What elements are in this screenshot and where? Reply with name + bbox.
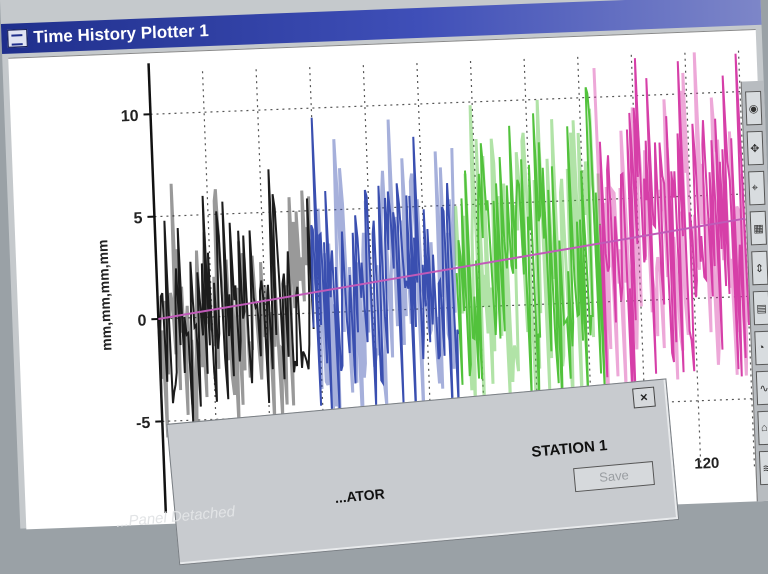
gauge-icon: ◔ xyxy=(758,342,765,354)
hat-icon: ⌂ xyxy=(761,422,768,434)
window-menu-icon[interactable] xyxy=(7,29,28,48)
grid-line-horizontal xyxy=(150,92,740,115)
toolbar-button[interactable]: ◔ xyxy=(754,331,768,366)
toolbar-button[interactable]: ✥ xyxy=(747,131,764,166)
y-tick-label: 5 xyxy=(133,210,143,227)
station-label: STATION 1 xyxy=(531,437,608,461)
scale-icon: ⇕ xyxy=(755,262,765,275)
y-axis-label: mm,mm,mm,mm xyxy=(94,239,114,351)
x-tick-label: 120 xyxy=(694,455,720,473)
toolbar-button[interactable]: ∿ xyxy=(756,371,768,406)
toolbar-button[interactable]: ⌂ xyxy=(757,411,768,446)
print-icon: ▤ xyxy=(756,302,767,315)
toolbar-button[interactable]: ▦ xyxy=(750,211,767,246)
save-button[interactable]: Save xyxy=(573,461,655,492)
y-axis xyxy=(149,63,166,513)
y-tick-label: -5 xyxy=(136,415,151,433)
y-tick-label: 10 xyxy=(120,108,139,126)
toolbar-button[interactable]: ≋ xyxy=(759,451,768,486)
pan-icon: ✥ xyxy=(750,142,760,155)
close-icon[interactable]: × xyxy=(632,387,656,409)
window-title: Time History Plotter 1 xyxy=(33,21,209,48)
plotter-window: Time History Plotter 1 10 5 0 -5 mm,mm,mm,mm… xyxy=(0,0,768,529)
cursor-icon: ⌖ xyxy=(752,182,759,195)
toolbar-button[interactable]: ⌖ xyxy=(748,171,765,206)
y-tick-label: 0 xyxy=(137,312,147,329)
toolbar-button[interactable]: ⇕ xyxy=(751,251,768,286)
toolbar-button[interactable]: ◉ xyxy=(745,91,762,126)
grid-icon: ▦ xyxy=(753,222,764,235)
signal-icon: ∿ xyxy=(759,382,768,395)
toolbar-button[interactable]: ▤ xyxy=(753,291,768,326)
operator-label: ...ATOR xyxy=(334,485,385,505)
line-style-icon: ≋ xyxy=(762,462,768,475)
zoom-icon: ◉ xyxy=(748,102,758,115)
